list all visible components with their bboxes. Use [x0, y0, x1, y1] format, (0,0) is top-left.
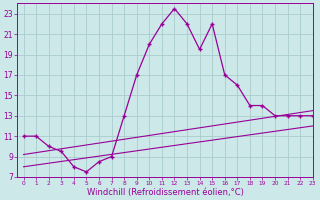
X-axis label: Windchill (Refroidissement éolien,°C): Windchill (Refroidissement éolien,°C): [87, 188, 244, 197]
